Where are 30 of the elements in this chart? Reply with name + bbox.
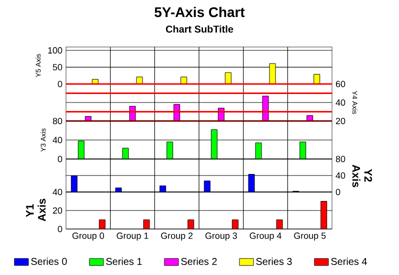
y-tick-label: 40 xyxy=(336,172,346,179)
chart-subtitle: Chart SubTitle xyxy=(166,25,234,33)
y-tick-label: 40 xyxy=(52,136,62,144)
chart-title: 5Y-Axis Chart xyxy=(154,6,245,18)
y-axis-title: Y1 Axis xyxy=(26,198,46,222)
x-tick-label: Group 4 xyxy=(250,232,282,241)
y-tick-label: 40 xyxy=(52,188,62,196)
y-tick-label: 40 xyxy=(336,99,346,106)
legend-label: Series 3 xyxy=(256,258,292,265)
y-tick-label: 60 xyxy=(336,80,346,88)
x-tick-label: Group 5 xyxy=(294,232,326,241)
y-tick-label: 50 xyxy=(52,64,62,70)
legend-label: Series 4 xyxy=(331,258,367,265)
y-tick-label: 20 xyxy=(336,118,346,124)
y-axis-title: Y2 Axis xyxy=(352,164,372,188)
y-tick-label: 0 xyxy=(58,80,62,88)
legend-label: Series 2 xyxy=(181,258,217,265)
y-tick-label: 0 xyxy=(58,226,62,232)
y-tick-label: 80 xyxy=(336,156,346,162)
x-tick-label: Group 0 xyxy=(72,232,104,241)
legend-label: Series 0 xyxy=(31,258,67,265)
y-tick-label: 100 xyxy=(48,47,62,54)
x-tick-label: Group 2 xyxy=(161,232,193,241)
y-tick-label: 80 xyxy=(52,118,62,124)
legend-label: Series 1 xyxy=(106,258,142,265)
y-tick-label: 0 xyxy=(336,188,340,196)
x-tick-label: Group 3 xyxy=(205,232,237,241)
x-tick-label: Group 1 xyxy=(116,232,148,241)
y-tick-label: 0 xyxy=(58,156,62,162)
y-tick-label: 20 xyxy=(52,207,62,214)
